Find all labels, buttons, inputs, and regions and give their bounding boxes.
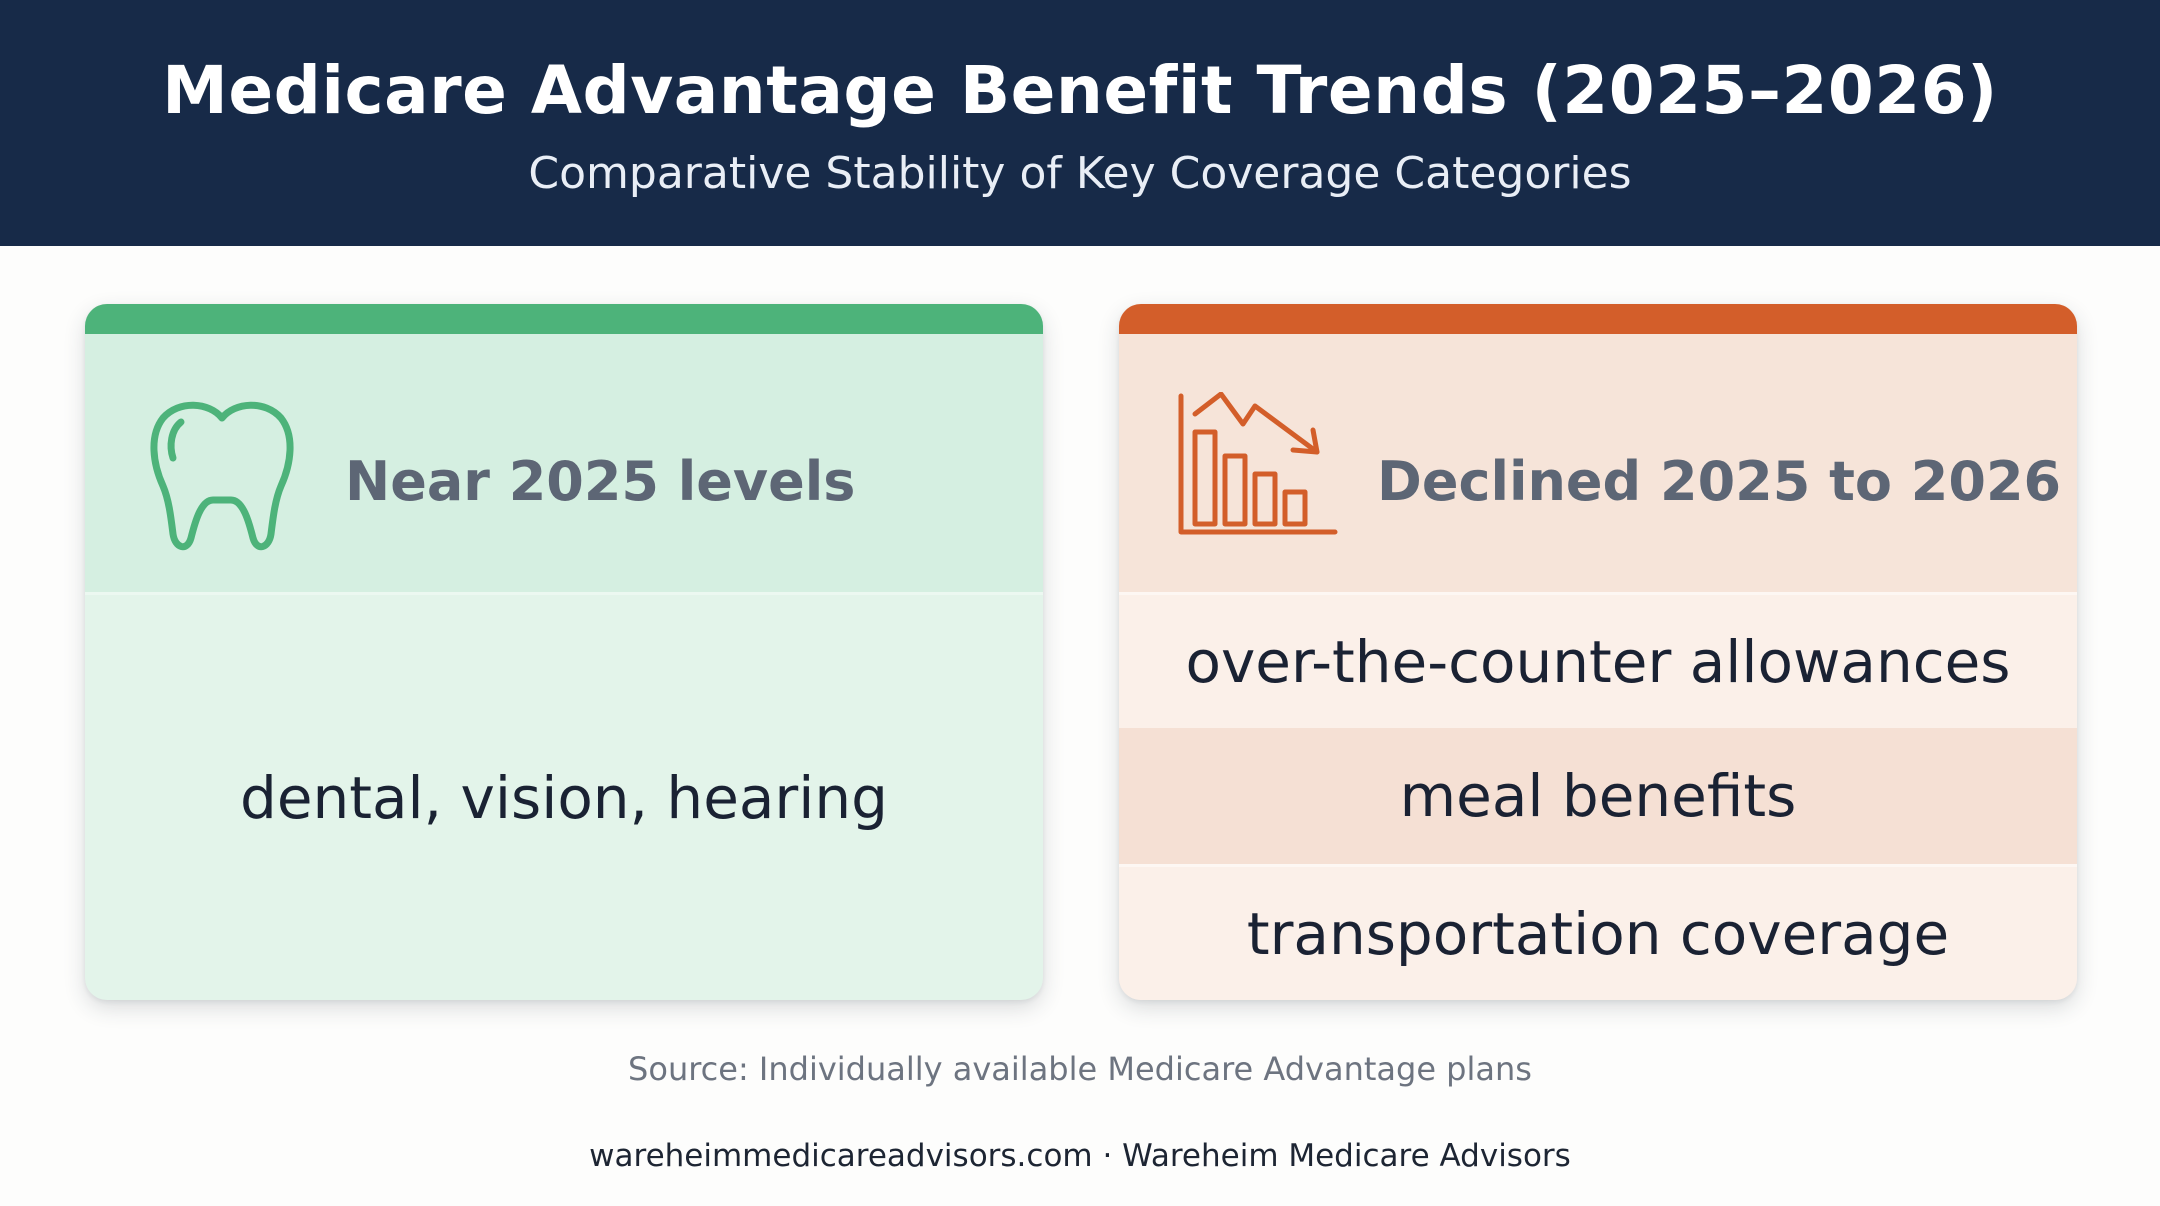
declined-accent-bar (1119, 304, 2077, 334)
declined-benefit-item: transportation coverage (1119, 864, 2077, 1000)
source-note: Source: Individually available Medicare … (628, 1050, 1532, 1088)
declining-bar-chart-icon (1177, 391, 1339, 542)
stable-accent-bar (85, 304, 1043, 334)
stable-benefit-item: dental, vision, hearing (240, 763, 888, 832)
stable-card-body: dental, vision, hearing (85, 592, 1043, 1000)
footer-credit: wareheimmedicareadvisors.com · Wareheim … (589, 1138, 1571, 1174)
stable-benefits-card: Near 2025 levels dental, vision, hearing (85, 304, 1043, 1000)
page-subtitle: Comparative Stability of Key Coverage Ca… (528, 148, 1632, 199)
tooth-icon (149, 396, 295, 562)
declined-benefits-card: Declined 2025 to 2026 over-the-counter a… (1119, 304, 2077, 1000)
declined-benefit-item: meal benefits (1119, 728, 2077, 864)
stable-card-heading: Near 2025 levels (345, 450, 856, 513)
page-title: Medicare Advantage Benefit Trends (2025–… (162, 52, 1998, 129)
header-banner: Medicare Advantage Benefit Trends (2025–… (0, 0, 2160, 246)
declined-benefit-item: over-the-counter allowances (1119, 592, 2077, 728)
stable-card-header: Near 2025 levels (85, 334, 1043, 592)
declined-card-header: Declined 2025 to 2026 (1119, 334, 2077, 592)
declined-card-heading: Declined 2025 to 2026 (1377, 450, 2062, 513)
